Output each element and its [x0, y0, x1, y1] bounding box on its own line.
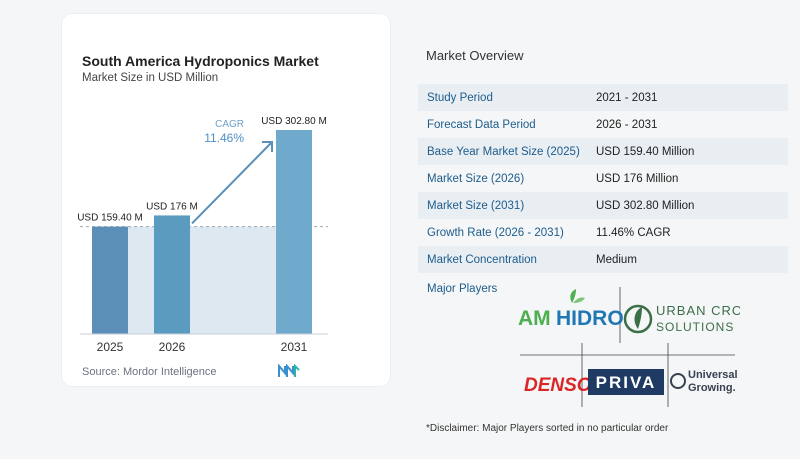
overview-title: Market Overview [426, 48, 524, 63]
overview-row-value: 2021 - 2031 [596, 91, 658, 104]
cagr-arrow-line [191, 141, 273, 225]
overview-row-label: Market Size (2026) [427, 172, 525, 185]
overview-row: Study Period 2021 - 2031 [418, 84, 788, 111]
universal-growing-logo: Universal Growing. [670, 369, 738, 394]
overview-row-value: 11.46% CAGR [596, 226, 671, 239]
disclaimer: *Disclaimer: Major Players sorted in no … [426, 423, 669, 434]
bar-2026 [154, 215, 190, 334]
urban-crop-line1: URBAN CROP [656, 303, 740, 318]
overview-row-label: Study Period [427, 91, 493, 104]
data-label-2025: USD 159.40 M [77, 213, 143, 224]
overview-row: Growth Rate (2026 - 2031) 11.46% CAGR [418, 219, 788, 246]
cagr-label: CAGR [215, 119, 244, 130]
overview-row-label: Market Size (2031) [427, 199, 525, 212]
priva-text: PRIVA [596, 373, 657, 392]
overview-row: Market Concentration Medium [418, 246, 788, 273]
overview-row: Market Size (2031) USD 302.80 Million [418, 192, 788, 219]
overview-row-value: Medium [596, 253, 637, 266]
cagr-arrow-head [262, 141, 273, 152]
overview-row-value: USD 159.40 Million [596, 145, 695, 158]
urban-crop-line2: SOLUTIONS [656, 320, 734, 334]
tick-label-2026: 2026 [159, 340, 186, 354]
major-players-logos: AM HIDRO URBAN CROP SOLUTIONS DENSO PRIV… [518, 287, 740, 407]
overview-row: Market Size (2026) USD 176 Million [418, 165, 788, 192]
overview-row: Forecast Data Period 2026 - 2031 [418, 111, 788, 138]
market-overview-panel: Market Overview Study Period 2021 - 2031 F… [418, 0, 800, 459]
urban-crop-solutions-logo: URBAN CROP SOLUTIONS [623, 303, 740, 334]
mordor-logo-icon [278, 364, 300, 377]
bar-2025 [92, 226, 128, 334]
tick-label-2025: 2025 [97, 340, 124, 354]
universal-line2: Growing. [688, 382, 736, 394]
amhydro-hidro: HIDRO [556, 307, 624, 330]
data-label-2026: USD 176 M [146, 201, 198, 212]
overview-row-label: Forecast Data Period [427, 118, 536, 131]
overview-table: Study Period 2021 - 2031 Forecast Data Per… [418, 84, 788, 273]
amhydro-logo: AM HIDRO [518, 289, 624, 330]
chart-title: South America Hydroponics Market [82, 53, 319, 69]
chart-subtitle: Market Size in USD Million [82, 72, 219, 84]
overview-row-label: Growth Rate (2026 - 2031) [427, 226, 564, 239]
amhydro-am: AM [518, 307, 551, 330]
bar-2031 [276, 130, 312, 334]
universal-line1: Universal [688, 369, 738, 381]
bar-chart: USD 159.40 M 2025 USD 176 M 2026 USD 302.80 … [77, 116, 328, 354]
overview-row-value: USD 176 Million [596, 172, 679, 185]
major-players-label: Major Players [427, 283, 498, 295]
cagr-value: 11.46% [204, 131, 244, 145]
overview-row: Base Year Market Size (2025) USD 159.40 M… [418, 138, 788, 165]
overview-row-value: USD 302.80 Million [596, 199, 695, 212]
overview-row-label: Base Year Market Size (2025) [427, 145, 580, 158]
tick-label-2031: 2031 [281, 340, 308, 354]
priva-logo: PRIVA [588, 369, 664, 395]
source-text: Source: Mordor Intelligence [82, 366, 217, 378]
denso-logo: DENSO [524, 375, 592, 396]
data-label-2031: USD 302.80 M [261, 116, 327, 127]
overview-row-label: Market Concentration [427, 253, 537, 266]
overview-row-value: 2026 - 2031 [596, 118, 658, 131]
